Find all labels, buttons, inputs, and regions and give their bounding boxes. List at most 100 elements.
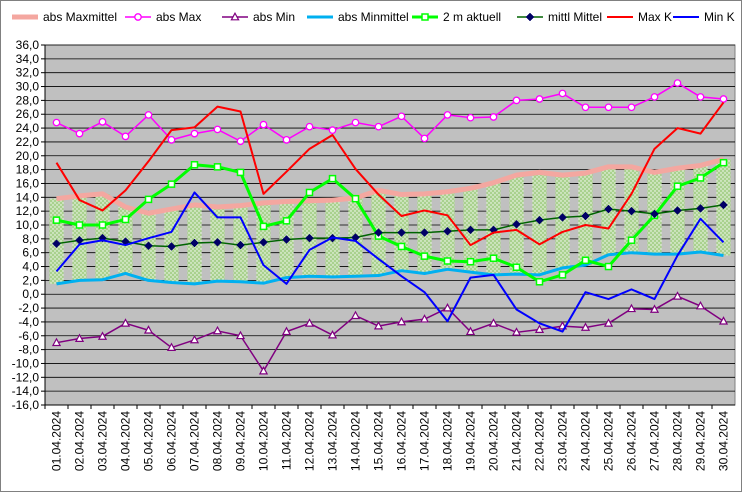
data-point: [535, 278, 544, 286]
data-point: [120, 318, 131, 327]
series-min-k: [55, 191, 725, 333]
x-tick-label: 27.04.2024: [648, 411, 662, 471]
data-point: [525, 12, 535, 22]
data-point: [535, 215, 544, 225]
legend-item: abs Min: [222, 10, 295, 24]
data-point: [604, 103, 613, 112]
series-2-m-aktuell: [52, 158, 728, 286]
y-tick-label: 10,0: [16, 218, 40, 232]
data-point: [696, 93, 705, 101]
data-point: [230, 11, 240, 21]
data-point: [282, 135, 291, 144]
data-point: [535, 95, 544, 103]
legend-item: Min K: [673, 10, 735, 24]
y-tick-label: 8,0: [22, 232, 39, 246]
legend-label: 2 m aktuell: [443, 10, 501, 24]
legend-label: mittl Mittel: [548, 10, 602, 24]
x-tick-label: 19.04.2024: [464, 411, 478, 471]
data-point: [397, 228, 406, 237]
data-point: [350, 310, 361, 320]
data-point: [374, 122, 383, 131]
data-point: [166, 342, 177, 351]
data-point: [718, 316, 729, 325]
y-tick-label: 12,0: [16, 204, 40, 218]
data-point: [134, 13, 142, 21]
legend-item: abs Maxmittel: [12, 10, 117, 24]
data-point: [52, 239, 61, 249]
legend-item: abs Minmittel: [307, 10, 409, 24]
data-point: [304, 318, 315, 327]
data-point: [212, 325, 223, 335]
series-abs-minmittel: [56, 250, 724, 286]
x-tick-label: 15.04.2024: [372, 411, 386, 471]
data-point: [396, 316, 407, 326]
data-point: [144, 195, 153, 204]
data-point: [650, 209, 659, 219]
x-tick-label: 21.04.2024: [510, 411, 524, 471]
data-point: [604, 204, 613, 214]
data-point: [167, 242, 176, 251]
x-axis: 01.04.2024 02.04.2024 03.04.2024 04.04.2024…: [44, 404, 735, 471]
legend-label: abs Min: [253, 10, 295, 24]
y-axis: -16,0-14,0-12,0-10,0-8,0-6,0-4,0-2,00,02…: [12, 38, 46, 412]
y-tick-label: 4,0: [22, 260, 39, 274]
data-point: [213, 125, 222, 134]
data-point: [442, 303, 453, 312]
data-point: [420, 252, 429, 260]
series-abs-min: [51, 291, 729, 375]
data-point: [604, 262, 613, 271]
series-line: [56, 250, 724, 286]
x-tick-label: 23.04.2024: [556, 411, 570, 471]
data-point: [52, 118, 61, 127]
y-tick-label: 0,0: [22, 287, 39, 301]
legend-label: Max K: [638, 10, 672, 24]
data-point: [719, 200, 728, 210]
data-point: [696, 174, 705, 182]
y-tick-label: -14,0: [12, 384, 40, 398]
data-point: [512, 219, 521, 229]
data-point: [351, 118, 360, 127]
data-point: [420, 228, 429, 237]
y-tick-label: 32,0: [16, 66, 40, 80]
data-point: [328, 126, 337, 135]
y-tick-label: 18,0: [16, 163, 40, 177]
data-point: [421, 13, 429, 21]
data-point: [167, 180, 176, 188]
data-point: [650, 93, 659, 101]
data-point: [97, 331, 108, 340]
data-point: [213, 163, 222, 171]
data-point: [465, 326, 476, 336]
y-tick-label: 20,0: [16, 149, 40, 163]
data-point: [98, 221, 107, 229]
data-point: [719, 95, 728, 103]
data-point: [511, 327, 522, 336]
data-point: [466, 113, 475, 122]
data-point: [351, 194, 360, 203]
data-point: [558, 271, 567, 279]
legend-item: 2 m aktuell: [412, 10, 501, 24]
y-tick-label: -12,0: [12, 370, 40, 384]
data-point: [281, 326, 292, 336]
legend-label: abs Max: [156, 10, 201, 24]
y-tick-label: 6,0: [22, 246, 39, 260]
data-point: [167, 135, 176, 144]
data-point: [558, 89, 567, 98]
x-tick-label: 13.04.2024: [326, 411, 340, 471]
data-point: [489, 254, 498, 262]
y-tick-label: 34,0: [16, 52, 40, 66]
data-point: [534, 324, 545, 333]
data-point: [190, 161, 199, 169]
data-point: [236, 240, 245, 250]
series-line: [55, 191, 725, 333]
data-point: [512, 96, 521, 105]
y-tick-label: 26,0: [16, 107, 40, 121]
data-point: [603, 318, 614, 327]
data-point: [144, 111, 153, 119]
y-tick-label: 30,0: [16, 80, 40, 94]
x-tick-label: 14.04.2024: [349, 411, 363, 471]
y-tick-label: 14,0: [16, 190, 40, 204]
y-tick-label: -2,0: [18, 301, 39, 315]
series-line: [56, 161, 725, 284]
series-abs-maxmittel: [56, 156, 725, 216]
